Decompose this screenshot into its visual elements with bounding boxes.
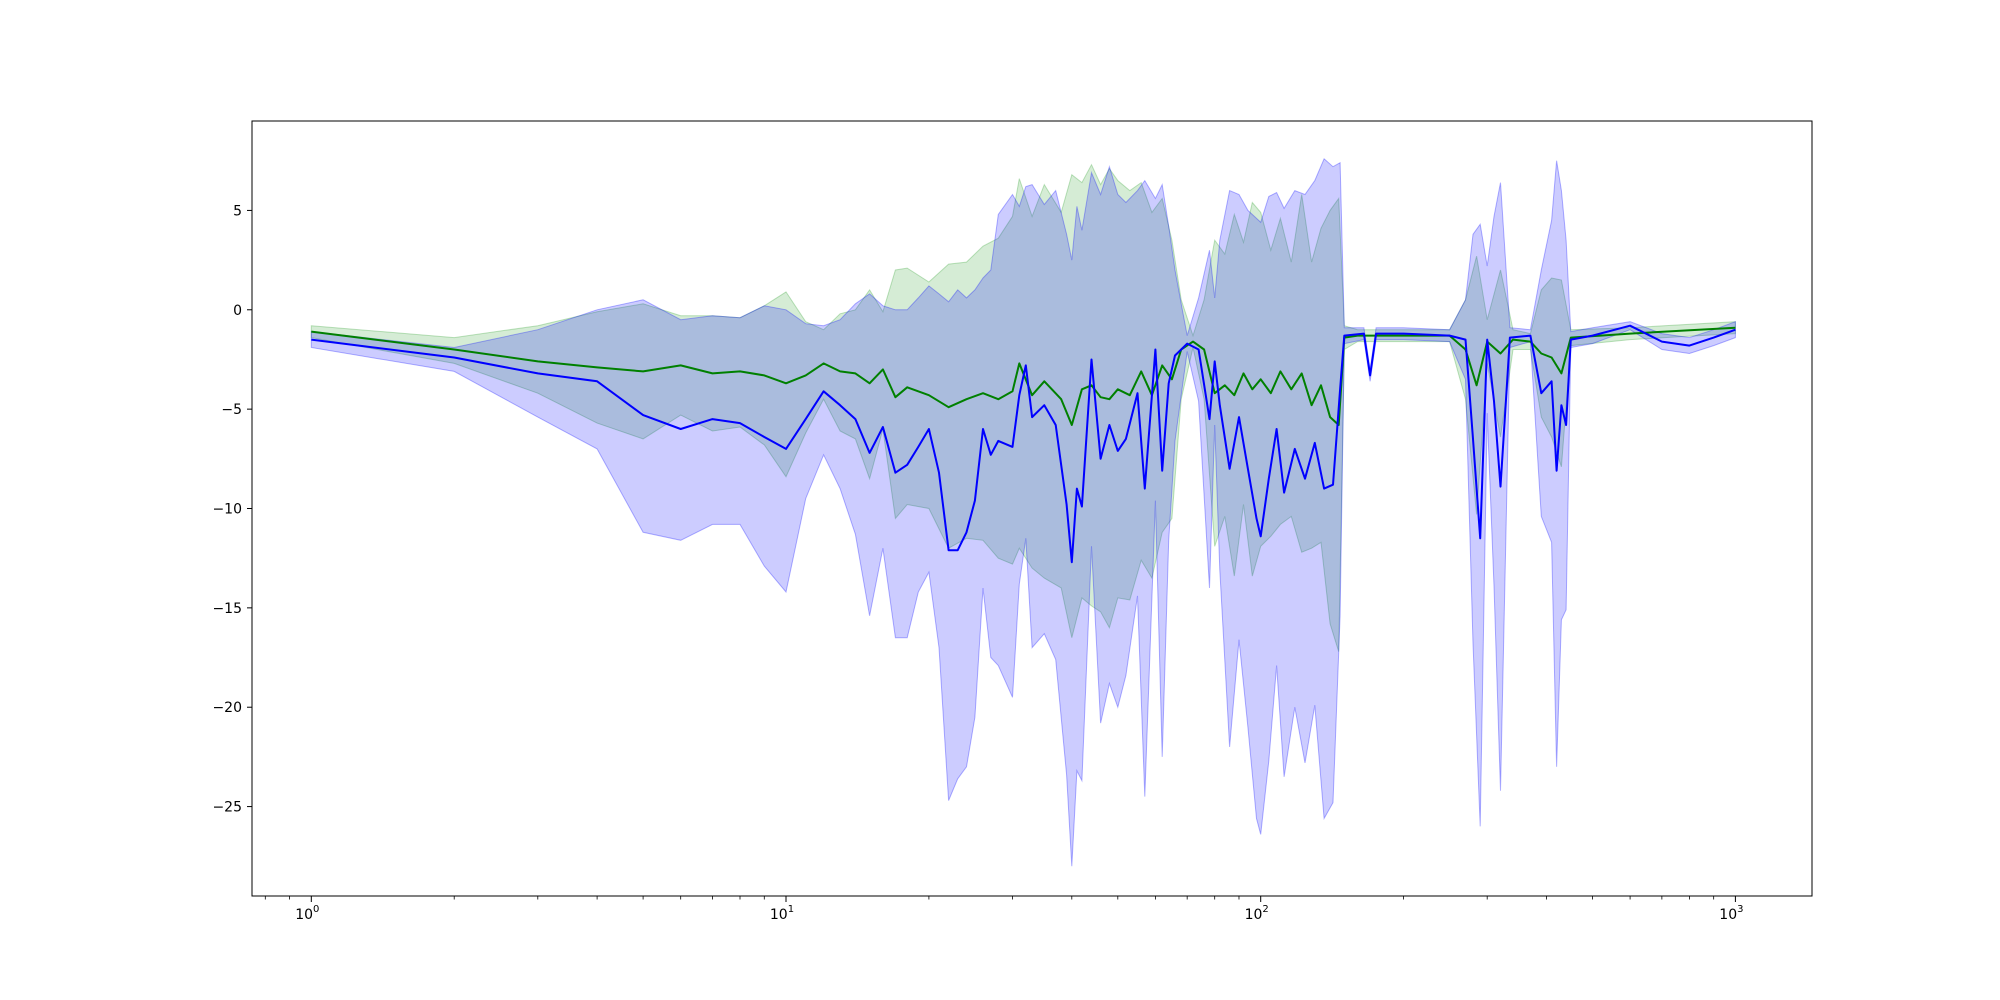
y-tick-label: −20 <box>212 700 242 716</box>
series-2-line <box>311 324 1736 564</box>
confidence-bands <box>310 157 1736 867</box>
x-tick-exponent: 1 <box>788 904 794 915</box>
x-tick-label: 101 <box>770 904 794 923</box>
y-axis: 5 0 −5 −10 −15 −20 −25 <box>212 203 252 816</box>
y-tick-label: −15 <box>212 601 242 617</box>
x-tick-exponent: 2 <box>1262 904 1268 915</box>
y-tick-label: 5 <box>233 203 242 219</box>
series-1-line <box>311 326 1736 426</box>
series-lines <box>311 324 1736 564</box>
x-tick-exponent: 0 <box>313 904 319 915</box>
x-axis: 100 101 102 103 <box>264 896 1744 923</box>
x-tick-label: 102 <box>1245 904 1269 923</box>
y-tick-label: −10 <box>212 502 242 518</box>
x-tick-label: 103 <box>1719 904 1743 923</box>
y-tick-label: −25 <box>212 800 242 816</box>
series-2-band <box>310 157 1736 867</box>
y-tick-label: 0 <box>233 303 242 319</box>
y-tick-label: −5 <box>221 402 242 418</box>
x-tick-label: 100 <box>295 904 319 923</box>
x-tick-exponent: 3 <box>1737 904 1743 915</box>
series-1-band <box>310 163 1736 652</box>
